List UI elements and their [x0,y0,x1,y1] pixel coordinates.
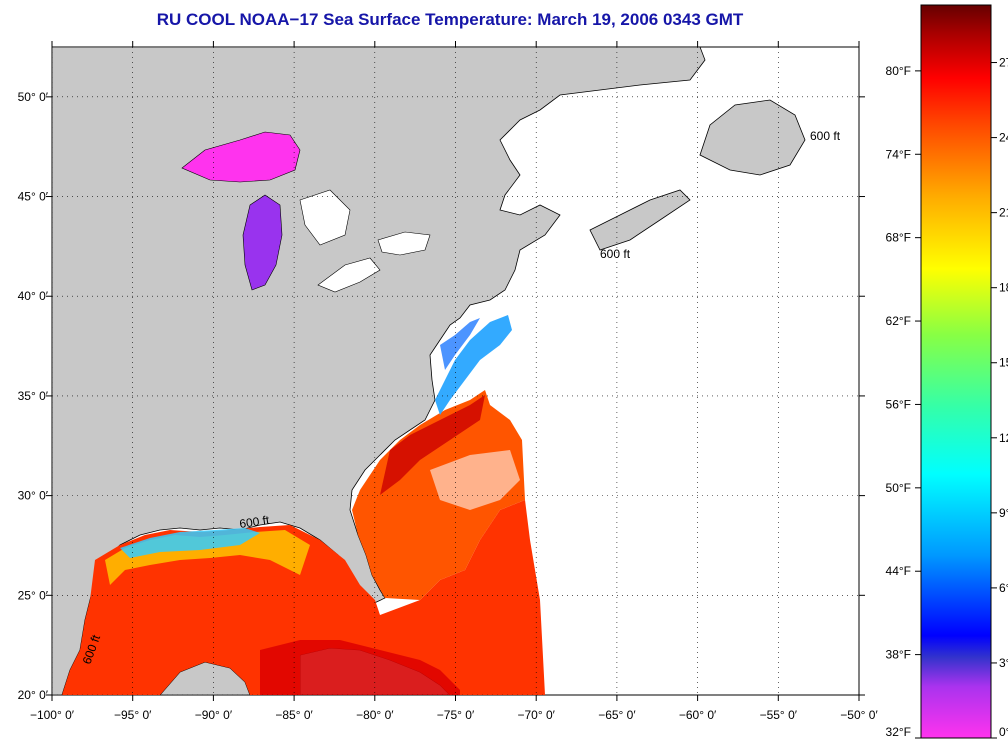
colorbar-f-label: 32°F [886,725,911,739]
colorbar-c-label: 0°C [999,725,1008,739]
colorbar-f-label: 68°F [886,231,911,245]
land-north-america [52,47,706,695]
contour-label: 600 ft [238,513,270,531]
x-tick-label: −55° 0′ [760,708,798,722]
colorbar-c-label: 15°C [999,356,1008,370]
sst-gulf-nearshore [120,528,260,558]
sst-midatlantic-cold [440,318,480,370]
x-tick-label: −75° 0′ [437,708,475,722]
x-tick-label: −60° 0′ [679,708,717,722]
sst-nearshore-shelf [435,315,512,415]
colorbar-f-label: 80°F [886,64,911,78]
lake-huron [299,189,351,246]
y-tick-label: 20° 0′ [18,688,49,702]
graticule [51,47,860,696]
sst-gulf-stream [380,395,485,495]
colorbar-f-label: 50°F [886,481,911,495]
colorbar-c-label: 24°C [999,131,1008,145]
y-tick-label: 25° 0′ [18,588,49,602]
colorbar-f-label: 56°F [886,397,911,411]
colorbar-c-label: 27°C [999,56,1008,70]
y-tick-label: 30° 0′ [18,489,49,503]
x-tick-label: −70° 0′ [517,708,555,722]
sst-caribbean-hot [260,640,460,695]
land-nova-scotia [589,189,691,251]
colorbar-c-label: 9°C [999,506,1008,520]
x-tick-label: −95° 0′ [114,708,152,722]
sst-cloud-patches [430,450,520,510]
lake-michigan [242,194,283,291]
colorbar-c-label: 12°C [999,431,1008,445]
contour-label: 600 ft [600,247,631,261]
colorbar-fahrenheit-scale: 32°F 38°F 44°F 50°F 56°F 62°F 68°F 74°F 80°F [886,64,921,739]
map-title: RU COOL NOAA−17 Sea Surface Temperature:… [156,10,744,29]
y-tick-label: 40° 0′ [18,289,49,303]
y-tick-label: 50° 0′ [18,90,49,104]
land-newfoundland [699,99,806,176]
colorbar-f-label: 44°F [886,564,911,578]
x-tick-label: −85° 0′ [275,708,313,722]
y-tick-label: 35° 0′ [18,389,49,403]
y-tick-label: 45° 0′ [18,190,49,204]
x-tick-label: −65° 0′ [598,708,636,722]
colorbar-celsius-scale: 0°C 3°C 6°C 9°C 12°C 15°C 18°C 21°C 24°C 27°C [991,56,1008,739]
lake-ontario [377,231,431,256]
colorbar-f-label: 62°F [886,314,911,328]
colorbar-c-label: 21°C [999,206,1008,220]
x-tick-label: −80° 0′ [356,708,394,722]
colorbar-f-label: 38°F [886,648,911,662]
x-tick-label: −50° 0′ [840,708,878,722]
colorbar-c-label: 3°C [999,656,1008,670]
lake-erie [317,257,381,293]
colorbar-f-label: 74°F [886,147,911,161]
latitude-axis: 20° 0′ 25° 0′ 30° 0′ 35° 0′ 40° 0′ 45° 0′ 50° … [18,90,865,702]
colorbar-c-label: 6°C [999,581,1008,595]
lake-superior [181,131,301,183]
longitude-axis: −100° 0′ −95° 0′ −90° 0′ −85° 0′ −80° 0′ −75°… [30,41,878,722]
colorbar [920,4,992,739]
map-area [52,47,806,695]
colorbar-c-label: 18°C [999,281,1008,295]
x-tick-label: −90° 0′ [195,708,233,722]
x-tick-label: −100° 0′ [30,708,75,722]
contour-label: 600 ft [810,129,841,143]
